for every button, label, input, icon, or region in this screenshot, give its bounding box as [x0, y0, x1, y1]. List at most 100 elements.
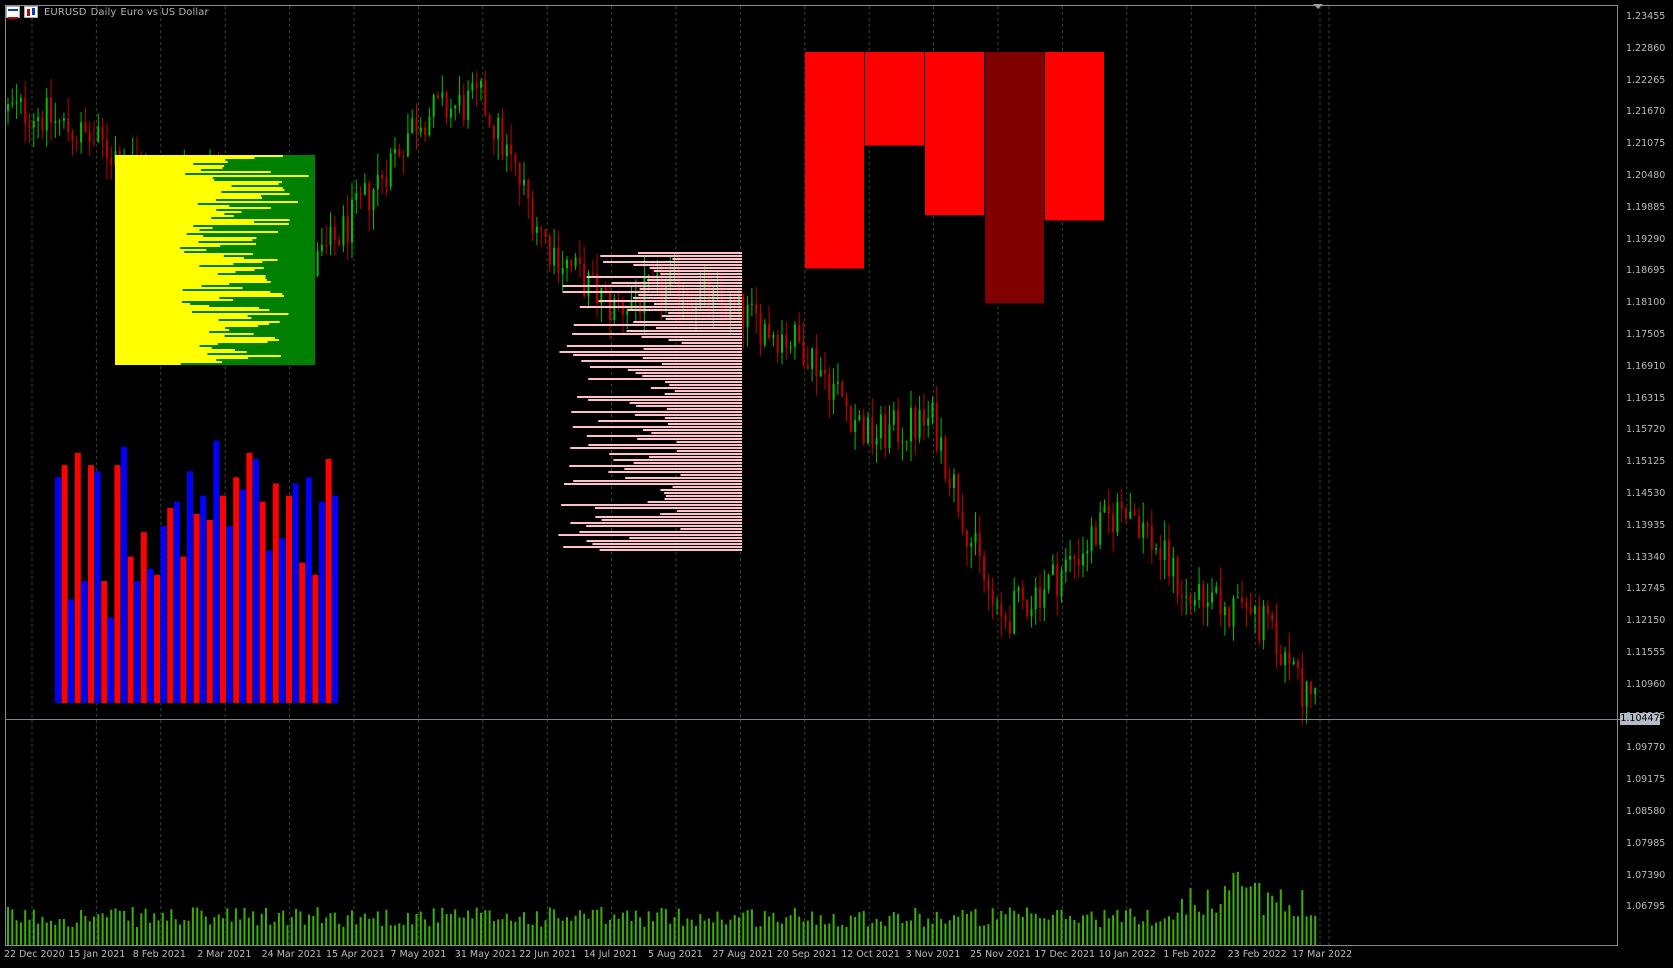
chart-shift-marker[interactable]	[1313, 4, 1323, 9]
candle-body	[342, 215, 345, 246]
candle-body	[1090, 526, 1093, 551]
profile-row	[655, 327, 742, 329]
chart-type-icon[interactable]	[24, 6, 38, 18]
volume-bar	[1245, 887, 1248, 945]
volume-bar	[58, 919, 61, 945]
candle-body	[346, 215, 349, 243]
candle-body	[1185, 596, 1188, 598]
volume-bar	[282, 910, 285, 945]
candle-body	[1004, 616, 1007, 622]
price-tick-label: 1.15125	[1626, 456, 1666, 468]
profile-row	[115, 221, 254, 223]
candle-body	[561, 268, 564, 274]
volume-bar	[695, 925, 697, 945]
candle-body	[596, 273, 599, 304]
volume-bar	[656, 912, 659, 945]
candle-body	[492, 124, 495, 140]
volume-bar	[1026, 907, 1029, 945]
candle-body	[1116, 502, 1119, 533]
profile-row	[669, 384, 742, 386]
profile-row	[115, 291, 271, 293]
profile-row	[115, 207, 271, 209]
profile-row	[633, 321, 742, 323]
profile-row	[115, 239, 253, 241]
candle-body	[978, 532, 981, 557]
candle-body	[449, 108, 452, 118]
profile-row	[633, 264, 742, 266]
histogram-bar	[200, 495, 207, 703]
volume-bar	[127, 920, 130, 945]
profile-row	[115, 265, 200, 267]
candle-body	[1163, 540, 1166, 560]
candle-body	[1086, 550, 1089, 554]
volume-bar	[308, 914, 310, 945]
candle-body	[755, 303, 758, 314]
profile-row	[115, 227, 213, 229]
candle-body	[1073, 555, 1076, 560]
volume-bar	[187, 920, 190, 945]
histogram-bar	[193, 513, 200, 703]
profile-row	[665, 495, 742, 497]
histogram-bar	[239, 489, 246, 703]
volume-bar	[553, 909, 556, 945]
price-tick-label: 1.20480	[1626, 170, 1666, 181]
volume-bar	[1043, 918, 1046, 945]
profile-row	[115, 241, 199, 243]
chart-menu-icon[interactable]	[6, 6, 20, 19]
profile-row	[665, 318, 742, 320]
volume-bar	[273, 921, 276, 945]
candle-body	[54, 120, 57, 123]
red-block-indicator	[805, 52, 1104, 304]
candle-body	[527, 179, 530, 199]
candle-body	[578, 257, 581, 265]
candle-body	[1180, 594, 1183, 597]
profile-row	[579, 531, 742, 533]
profile-row	[115, 273, 218, 275]
volume-bar	[1008, 907, 1011, 945]
profile-row	[665, 381, 742, 383]
profile-row	[586, 435, 742, 437]
volume-bar	[1288, 905, 1291, 945]
candle-body	[1176, 558, 1179, 595]
volume-bar	[424, 919, 427, 945]
price-tick-label: 1.19885	[1626, 201, 1666, 213]
block-bar	[985, 52, 1044, 304]
volume-bar	[32, 909, 35, 945]
profile-row	[115, 287, 243, 289]
volume-bar	[234, 908, 237, 945]
volume-bar	[204, 916, 207, 945]
histogram-bar	[312, 574, 319, 703]
candle-body	[819, 369, 822, 377]
candle-body	[931, 402, 934, 419]
candle-body	[88, 132, 91, 142]
candle-body	[385, 178, 388, 187]
candle-body	[372, 189, 375, 210]
volume-bar	[965, 913, 968, 945]
profile-row	[115, 317, 252, 319]
time-tick-label: 15 Apr 2021	[326, 949, 385, 960]
candle-body	[759, 313, 762, 346]
volume-bar	[222, 918, 224, 945]
volume-bar	[944, 923, 947, 945]
volume-bar	[531, 924, 534, 945]
price-tick-label: 1.08580	[1626, 806, 1666, 817]
histogram-bar	[272, 483, 279, 703]
volume-bar	[940, 919, 943, 945]
candle-body	[944, 437, 947, 479]
candle-body	[45, 97, 48, 131]
profile-row	[115, 161, 228, 163]
profile-row	[600, 255, 742, 257]
time-tick-label: 15 Jan 2021	[68, 949, 126, 960]
profile-row	[115, 357, 248, 359]
volume-bar	[793, 908, 796, 945]
candle-body	[884, 414, 887, 449]
candle-body	[1013, 590, 1016, 634]
profile-row	[115, 249, 207, 251]
profile-row	[572, 333, 742, 335]
volume-bar	[875, 918, 878, 945]
volume-bar	[1142, 921, 1145, 945]
volume-bar	[15, 920, 18, 945]
volume-bar	[277, 913, 280, 945]
